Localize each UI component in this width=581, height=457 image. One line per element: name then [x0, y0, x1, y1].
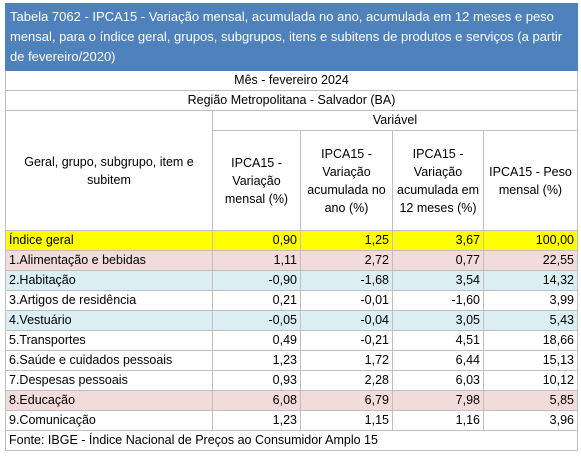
value-cell: 22,55	[483, 250, 578, 271]
value-cell: 1,23	[212, 410, 301, 431]
label-cell: 1.Alimentação e bebidas	[5, 250, 213, 271]
value-cell: -0,90	[212, 270, 301, 291]
value-cell: -0,21	[300, 330, 393, 351]
value-cell: 3,99	[483, 290, 578, 311]
value-cell: 3,67	[392, 230, 484, 251]
value-cell: -1,60	[392, 290, 484, 311]
data-row: 4.Vestuário -0,05 -0,04 3,05 5,43	[5, 310, 578, 331]
value-cell: 0,49	[212, 330, 301, 351]
value-cell: 1,23	[212, 350, 301, 371]
period: Mês - fevereiro 2024	[5, 70, 578, 91]
column-header: Geral, grupo, subgrupo, item e subitem	[5, 110, 213, 231]
column-header: IPCA15 - Peso mensal (%)	[483, 130, 578, 231]
data-row: 3.Artigos de residência 0,21 -0,01 -1,60 3,9…	[5, 290, 578, 311]
data-row: 7.Despesas pessoais 0,93 2,28 6,03 10,12	[5, 370, 578, 391]
column-header: IPCA15 - Variação acumulada em 12 meses …	[392, 130, 484, 231]
period-row: Mês - fevereiro 2024	[5, 70, 578, 91]
value-cell: 1,15	[300, 410, 393, 431]
column-header: IPCA15 - Variação mensal (%)	[212, 130, 301, 231]
variable-row: Geral, grupo, subgrupo, item e subitem V…	[5, 110, 578, 231]
value-cell: 6,08	[212, 390, 301, 411]
data-row: 1.Alimentação e bebidas 1,11 2,72 0,77 22,55	[5, 250, 578, 271]
value-cell: 10,12	[483, 370, 578, 391]
data-row: 8.Educação 6,08 6,79 7,98 5,85	[5, 390, 578, 411]
data-row: Índice geral 0,90 1,25 3,67 100,00	[5, 230, 578, 251]
value-cell: 1,16	[392, 410, 484, 431]
variable-header: Variável	[212, 110, 578, 131]
value-cell: 100,00	[483, 230, 578, 251]
value-cell: 0,77	[392, 250, 484, 271]
value-cell: 5,85	[483, 390, 578, 411]
value-cell: 1,72	[300, 350, 393, 371]
label-cell: 8.Educação	[5, 390, 213, 411]
label-cell: 3.Artigos de residência	[5, 290, 213, 311]
label-cell: 2.Habitação	[5, 270, 213, 291]
value-cell: 6,44	[392, 350, 484, 371]
label-cell: 7.Despesas pessoais	[5, 370, 213, 391]
footer: Fonte: IBGE - Índice Nacional de Preços …	[5, 430, 578, 451]
footer-row: Fonte: IBGE - Índice Nacional de Preços …	[5, 430, 578, 451]
data-row: 9.Comunicação 1,23 1,15 1,16 3,96	[5, 410, 578, 431]
value-cell: -0,04	[300, 310, 393, 331]
value-cell: 5,43	[483, 310, 578, 331]
value-cell: 3,54	[392, 270, 484, 291]
value-cell: 2,28	[300, 370, 393, 391]
region: Região Metropolitana - Salvador (BA)	[5, 90, 578, 111]
title-row: Tabela 7062 - IPCA15 - Variação mensal, …	[5, 3, 578, 71]
label-cell: 9.Comunicação	[5, 410, 213, 431]
value-cell: 15,13	[483, 350, 578, 371]
value-cell: 3,05	[392, 310, 484, 331]
value-cell: -0,01	[300, 290, 393, 311]
region-row: Região Metropolitana - Salvador (BA)	[5, 90, 578, 111]
value-cell: 0,93	[212, 370, 301, 391]
value-cell: -0,05	[212, 310, 301, 331]
header-row: IPCA15 - Variação mensal (%) IPCA15 - Var…	[6, 130, 578, 231]
value-cell: 4,51	[392, 330, 484, 351]
table-body: Tabela 7062 - IPCA15 - Variação mensal, …	[5, 3, 578, 451]
value-cell: 3,96	[483, 410, 578, 431]
value-cell: 2,72	[300, 250, 393, 271]
table-title: Tabela 7062 - IPCA15 - Variação mensal, …	[5, 3, 578, 71]
label-cell: Índice geral	[5, 230, 213, 251]
label-cell: 4.Vestuário	[5, 310, 213, 331]
column-header: IPCA15 - Variação acumulada no ano (%)	[300, 130, 393, 231]
value-cell: 0,21	[212, 290, 301, 311]
value-cell: 6,03	[392, 370, 484, 391]
value-cell: -1,68	[300, 270, 393, 291]
data-table: Tabela 7062 - IPCA15 - Variação mensal, …	[5, 3, 578, 451]
label-cell: 6.Saúde e cuidados pessoais	[5, 350, 213, 371]
value-cell: 6,79	[300, 390, 393, 411]
value-cell: 18,66	[483, 330, 578, 351]
value-cell: 14,32	[483, 270, 578, 291]
value-cell: 1,25	[300, 230, 393, 251]
data-row: 6.Saúde e cuidados pessoais 1,23 1,72 6,44 1…	[5, 350, 578, 371]
value-cell: 1,11	[212, 250, 301, 271]
value-cell: 7,98	[392, 390, 484, 411]
label-cell: 5.Transportes	[5, 330, 213, 351]
data-row: 5.Transportes 0,49 -0,21 4,51 18,66	[5, 330, 578, 351]
data-row: 2.Habitação -0,90 -1,68 3,54 14,32	[5, 270, 578, 291]
value-cell: 0,90	[212, 230, 301, 251]
